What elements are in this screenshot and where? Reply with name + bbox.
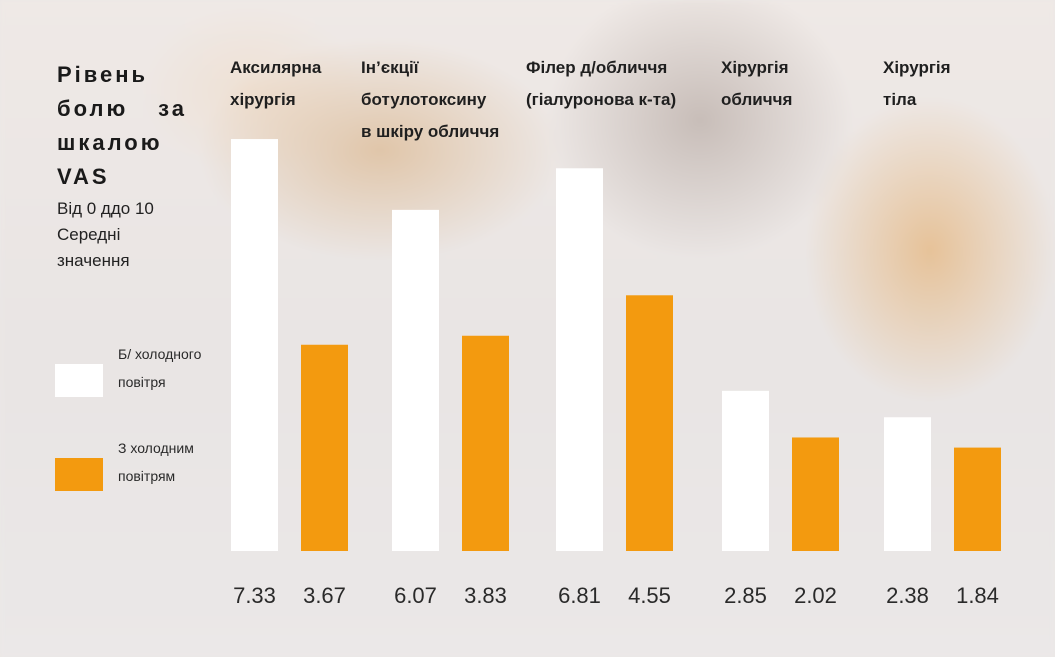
bar-no-cold-air-1 (392, 209, 439, 551)
bar-cold-air-1 (462, 335, 509, 551)
category-label-axillary: Аксилярна хірургія (230, 58, 322, 109)
value-label: 3.67 (303, 583, 346, 608)
legend-swatch-white (55, 364, 103, 397)
bar-no-cold-air-2 (556, 168, 603, 551)
value-label: 2.02 (794, 583, 837, 608)
bar-no-cold-air-3 (722, 390, 769, 551)
value-label: 2.85 (724, 583, 767, 608)
bar-cold-air-4 (954, 447, 1001, 551)
legend-label: Б/ холодного повітря (118, 346, 202, 390)
bar-no-cold-air-0 (231, 139, 278, 551)
chart-title: Рівень болю за шкалою VAS (57, 62, 187, 189)
chart-subtitle: Від 0 ддо 10 Середні значення (57, 199, 154, 270)
value-label: 1.84 (956, 583, 999, 608)
value-label: 3.83 (464, 583, 507, 608)
title-block: Рівень болю за шкалою VAS Від 0 ддо 10 С… (57, 58, 187, 274)
bar-cold-air-0 (301, 344, 348, 551)
value-label: 6.07 (394, 583, 437, 608)
category-label-botulinum: Ін’єкції ботулотоксину в шкіру обличчя (361, 58, 500, 141)
value-label: 7.33 (233, 583, 276, 608)
bar-cold-air-2 (626, 295, 673, 551)
category-label-body-surgery: Хірургія тіла (883, 58, 951, 109)
value-label: 2.38 (886, 583, 929, 608)
bar-cold-air-3 (792, 437, 839, 551)
value-label: 6.81 (558, 583, 601, 608)
value-label: 4.55 (628, 583, 671, 608)
category-label-filler: Філер д/обличчя (гіалуронова к-та) (526, 58, 677, 109)
bar-no-cold-air-4 (884, 417, 931, 551)
legend-label: З холодним повітрям (118, 440, 194, 484)
category-label-face-surgery: Хірургія обличчя (721, 58, 793, 109)
legend-swatch-orange (55, 458, 103, 491)
